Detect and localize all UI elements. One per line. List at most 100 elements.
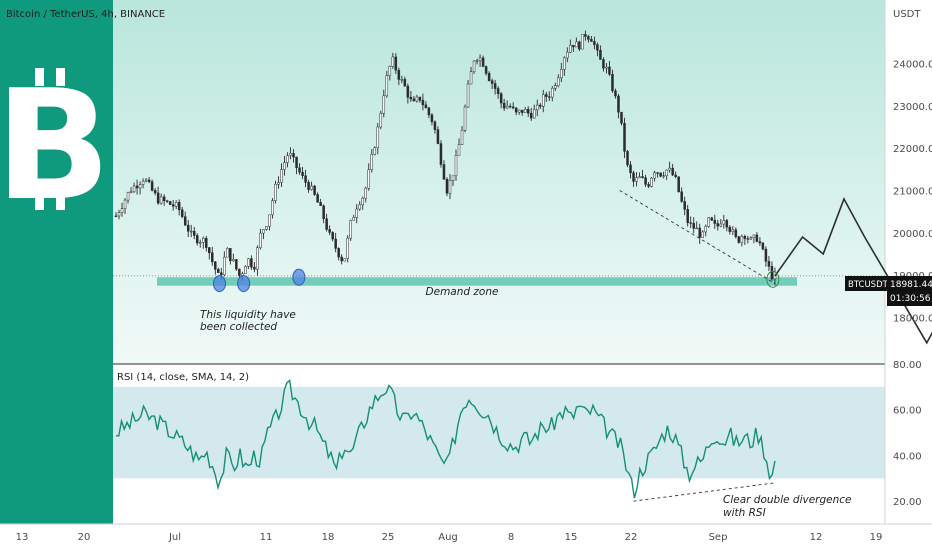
candle-body [557,77,560,86]
price-badge[interactable]: BTCUSDT 18981.44 01:30:56 [845,276,932,306]
candle-body [743,236,747,239]
price-tick-label: 23000.00 [893,102,932,113]
candle-body [322,205,325,220]
candle-body [608,66,611,75]
support-trendline [619,190,776,284]
candle-body [367,169,370,189]
candle-body [208,247,211,254]
candle-body [202,238,205,243]
candle-body [159,196,163,204]
candle-body [274,184,277,201]
candle-body [205,238,208,248]
candle-body [319,202,322,206]
candle-body [229,248,232,262]
rsi-tick-label: 80.00 [893,360,922,371]
candle-body [707,217,711,227]
candle-body [117,212,121,217]
price-panel-background [113,0,885,364]
candle-body [214,261,217,270]
candle-body [304,175,307,183]
candle-body [445,178,449,194]
candle-body [662,175,665,177]
candle-body [511,106,515,109]
rsi-tick-label: 20.00 [893,497,922,508]
time-tick-label: 12 [810,532,823,543]
candle-body [289,153,292,156]
symbol-title[interactable]: Bitcoin / TetherUS, 4h, BINANCE [6,9,165,20]
candle-body [487,73,491,81]
last-price-value: 18981.44 [890,280,932,290]
candle-body [256,247,259,270]
liquidity-note-line2: been collected [200,321,277,333]
candle-body [466,83,470,108]
candle-body [343,258,346,262]
candle-body [484,66,488,74]
candle-body [186,224,190,232]
candle-body [123,199,127,209]
candle-body [526,108,530,114]
candle-body [683,201,686,210]
rsi-tick-label: 40.00 [893,451,922,462]
candle-body [496,88,500,94]
candle-body [421,100,425,106]
candle-body [298,167,301,173]
candle-body [391,56,395,67]
candle-body [129,191,133,193]
candle-body [749,237,753,240]
candle-body [581,34,584,50]
candle-body [638,176,641,179]
candle-body [424,104,428,109]
price-candles [114,30,777,286]
candle-body [472,60,476,72]
candle-body [650,177,653,187]
candle-body [499,93,503,104]
candle-body [448,180,452,194]
bitcoin-glyph: B [0,57,111,234]
candle-body [349,220,352,239]
candle-body [385,75,389,97]
candle-body [307,182,310,190]
candle-body [177,202,181,211]
candle-body [451,175,455,181]
rsi-overbought-oversold-band [113,386,885,479]
candle-body [114,215,118,217]
candle-body [481,57,485,67]
candle-body [310,185,313,190]
candle-body [719,223,723,227]
candle-body [551,88,554,98]
candle-body [617,95,620,113]
candle-body [463,106,467,131]
candle-body [529,112,533,119]
candle-body [195,235,199,244]
candle-body [535,104,539,111]
candle-body [388,66,392,76]
candle-body [433,121,437,130]
candle-body [475,60,479,62]
candle-body [490,80,494,84]
candle-body [623,123,626,152]
candle-body [232,259,235,262]
candle-body [505,105,509,109]
candle-body [454,155,458,177]
projected-path [774,197,932,345]
candle-body [493,83,497,89]
rsi-title[interactable]: RSI (14, close, SMA, 14, 2) [117,372,249,383]
candle-body [397,69,401,80]
candle-body [686,209,689,223]
candle-body [427,107,431,116]
candle-body [394,56,398,71]
candle-body [280,169,283,183]
candle-body [316,194,319,203]
candle-body [379,112,383,128]
candle-body [277,182,280,185]
candle-body [415,96,419,102]
candle-body [406,85,410,98]
liquidity-note-line1: This liquidity have [200,309,296,321]
price-tick-label: 18000.00 [893,313,932,324]
candle-body [352,217,355,221]
candle-body [430,114,434,123]
candle-body [358,204,361,210]
candle-body [168,201,172,205]
